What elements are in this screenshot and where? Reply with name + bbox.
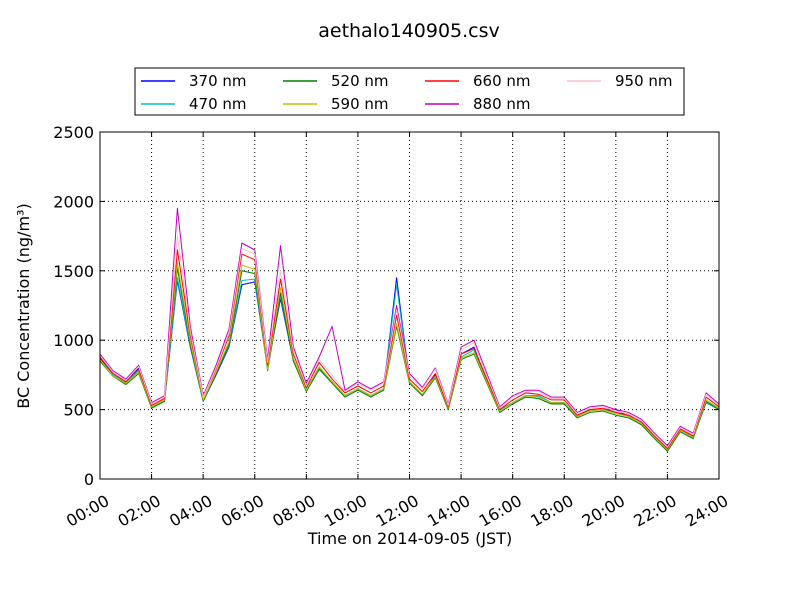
legend: 370 nm 470 nm 520 nm 590 nm 660 nm 880 nm 950 … (134, 67, 685, 116)
series-line-950-nm (99, 235, 720, 448)
x-tick-label: 22:00 (630, 491, 679, 531)
x-tick-label: 24:00 (682, 491, 731, 531)
y-tick-label: 2500 (53, 123, 94, 142)
x-tick-label: 10:00 (321, 491, 370, 531)
x-tick-label: 18:00 (527, 491, 576, 531)
x-tick-label: 12:00 (372, 491, 421, 531)
legend-label: 880 nm (473, 95, 531, 113)
x-tick-label: 00:00 (63, 491, 112, 531)
y-tick-label: 1500 (53, 262, 94, 281)
x-tick-label: 06:00 (218, 491, 267, 531)
y-tick-label: 2000 (53, 192, 94, 211)
legend-label: 590 nm (331, 95, 389, 113)
y-tick-label: 0 (84, 470, 94, 489)
plot-area: 00:00 02:00 04:00 06:00 08:00 10:00 12:00 14:00… (53, 123, 731, 531)
x-tick-label: 20:00 (579, 491, 628, 531)
x-tick-label: 02:00 (115, 491, 164, 531)
legend-label: 520 nm (331, 72, 389, 90)
series-line-520-nm (99, 267, 720, 452)
x-axis-label: Time on 2014-09-05 (JST) (307, 529, 512, 548)
x-tick-label: 14:00 (424, 491, 473, 531)
legend-box (134, 67, 685, 116)
x-tick-label: 08:00 (269, 491, 318, 531)
y-tick-label: 1000 (53, 331, 94, 350)
y-axis-label: BC Concentration (ng/m³) (14, 203, 33, 408)
plot-frame-bg (100, 132, 719, 479)
legend-label: 470 nm (189, 95, 247, 113)
chart-title: aethalo140905.csv (318, 20, 500, 42)
legend-label: 370 nm (189, 72, 247, 90)
y-tick-label: 500 (63, 401, 94, 420)
legend-label: 660 nm (473, 72, 531, 90)
x-tick-label: 16:00 (476, 491, 525, 531)
x-tick-label: 04:00 (166, 491, 215, 531)
legend-label: 950 nm (615, 72, 673, 90)
series-line-590-nm (99, 262, 720, 451)
series-lines (99, 207, 720, 452)
